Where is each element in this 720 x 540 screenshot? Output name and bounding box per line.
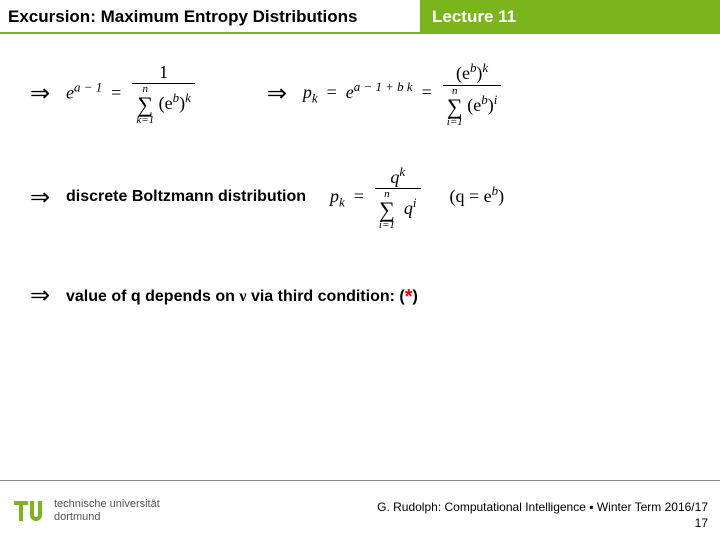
eq1-lhs: ea − 1 = 1 n ∑ k=1 (eb)k (66, 62, 197, 127)
equation-row-3: ⇒ value of q depends on ν via third cond… (30, 281, 690, 310)
tu-logo-icon (10, 493, 46, 529)
q-text-a: value of q depends on (66, 288, 239, 305)
eq2-e: e (346, 82, 354, 102)
pk-k: k (339, 194, 345, 209)
eq2-k: k (312, 91, 318, 106)
qeb-open: (q = e (450, 186, 492, 206)
eq1-den-open: (e (159, 93, 173, 113)
pk-sum-bot: i=1 (379, 220, 395, 231)
eq2-den-open: (e (467, 95, 481, 115)
slide-title: Excursion: Maximum Entropy Distributions (0, 0, 420, 34)
q-depends-text: value of q depends on ν via third condit… (66, 284, 418, 307)
nu-symbol: ν (239, 288, 246, 305)
eq1-exp: a − 1 (74, 79, 102, 94)
uni-name-1: technische universität (54, 498, 160, 510)
implies-icon: ⇒ (267, 79, 303, 108)
eq1-base: e (66, 82, 74, 102)
pk-num-k: k (399, 164, 405, 179)
pk-num-q: q (390, 167, 399, 187)
eq2-p: p (303, 82, 312, 102)
implies-icon: ⇒ (30, 281, 66, 310)
q-text-b: via third condition: ( (247, 288, 405, 305)
credit-line: G. Rudolph: Computational Intelligence ▪… (377, 500, 708, 514)
eq2-num-outer: k (482, 60, 488, 75)
eq2-den-sumbot: i=1 (447, 117, 463, 128)
university-logo: technische universität dortmund (10, 493, 160, 529)
uni-name-2: dortmund (54, 511, 160, 523)
page-number: 17 (377, 516, 708, 530)
slide-body: ⇒ ea − 1 = 1 n ∑ k=1 (eb)k ⇒ pk = ea (0, 34, 720, 480)
lecture-label: Lecture 11 (420, 0, 720, 34)
q-text-c: ) (413, 288, 418, 305)
pk-den-i: i (413, 195, 417, 210)
sigma-icon: ∑ (447, 94, 463, 119)
eq2-num-open: (e (456, 63, 470, 83)
eq2: pk = ea − 1 + b k = (eb)k n ∑ i=1 (eb)i (303, 60, 503, 128)
eq2-den-outer: i (494, 92, 498, 107)
eq1-sum-bot: k=1 (136, 115, 154, 126)
qeb-close: ) (498, 186, 504, 206)
implies-icon: ⇒ (30, 79, 66, 108)
pk-den-q: q (404, 198, 413, 218)
eq1-numerator: 1 (132, 62, 195, 85)
star-icon: * (405, 286, 413, 308)
equation-row-1: ⇒ ea − 1 = 1 n ∑ k=1 (eb)k ⇒ pk = ea (30, 60, 690, 128)
eq1-den-outer-exp: k (185, 90, 191, 105)
implies-icon: ⇒ (30, 183, 66, 212)
eq2-mid-exp: a − 1 + b k (354, 79, 413, 94)
equation-row-2: ⇒ discrete Boltzmann distribution pk = q… (30, 164, 690, 232)
footer: technische universität dortmund G. Rudol… (0, 480, 720, 540)
pk-p: p (330, 186, 339, 206)
boltzmann-label: discrete Boltzmann distribution (66, 188, 306, 206)
